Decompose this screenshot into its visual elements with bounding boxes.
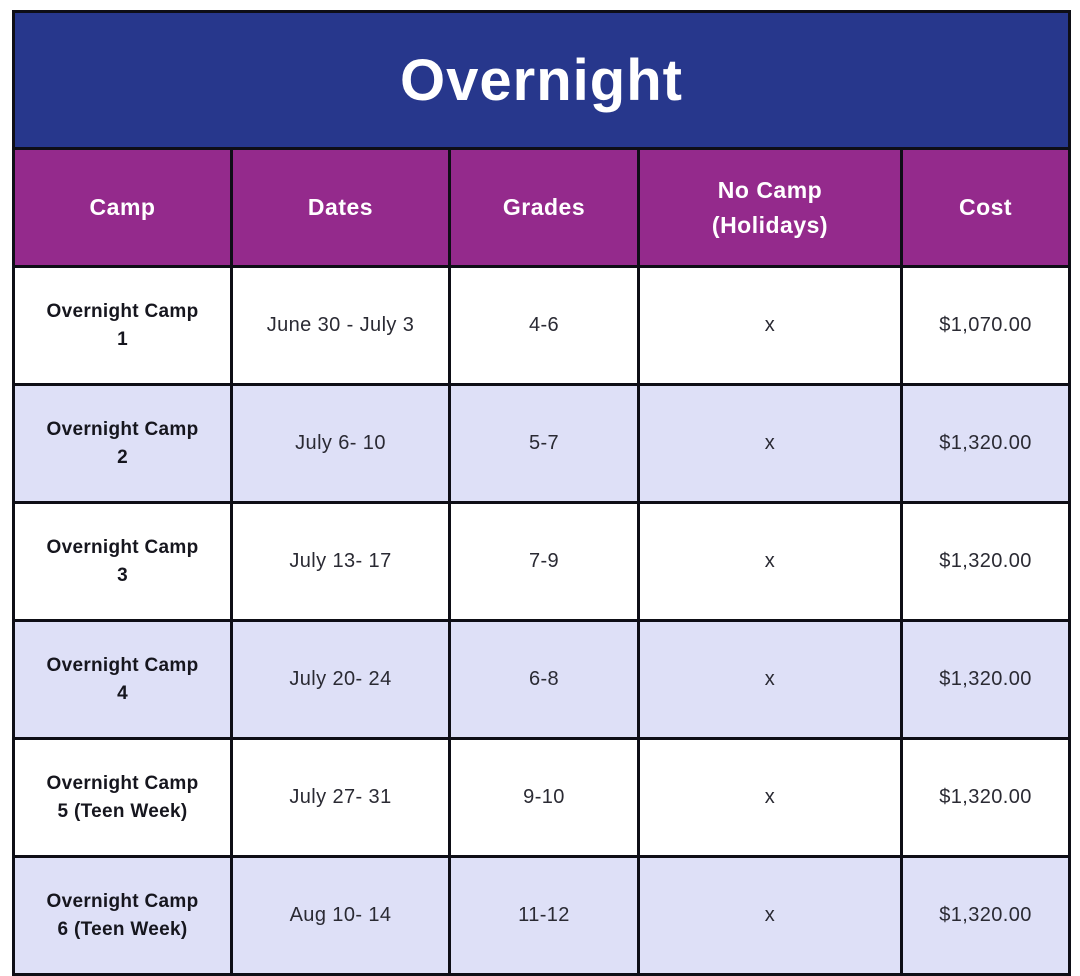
grades-cell: 11-12 (448, 855, 640, 976)
camp-name-cell: Overnight Camp 3 (12, 501, 233, 622)
no-camp-cell: x (637, 501, 903, 622)
grades-cell: 9-10 (448, 737, 640, 858)
column-header-dates: Dates (230, 147, 451, 268)
no-camp-cell: x (637, 737, 903, 858)
page-title: Overnight (11, 10, 1072, 150)
dates-cell: June 30 - July 3 (230, 265, 451, 386)
dates-cell: July 27- 31 (230, 737, 451, 858)
cost-cell: $1,320.00 (899, 383, 1072, 504)
camp-name-cell: Overnight Camp 1 (12, 265, 233, 386)
no-camp-cell: x (637, 619, 903, 740)
cost-cell: $1,070.00 (899, 265, 1072, 386)
table-row-camp-5: Overnight Camp 5 (Teen Week) July 27- 31… (12, 737, 1072, 858)
camp-name-cell: Overnight Camp 5 (Teen Week) (12, 737, 233, 858)
no-camp-cell: x (637, 855, 903, 976)
dates-cell: July 6- 10 (230, 383, 451, 504)
column-header-camp: Camp (12, 147, 233, 268)
column-header-grades: Grades (448, 147, 640, 268)
title-bar: Overnight (11, 10, 1072, 150)
dates-cell: Aug 10- 14 (230, 855, 451, 976)
column-header-cost: Cost (899, 147, 1072, 268)
no-camp-cell: x (637, 265, 903, 386)
table-row-camp-6: Overnight Camp 6 (Teen Week) Aug 10- 14 … (12, 855, 1072, 976)
cost-cell: $1,320.00 (899, 501, 1072, 622)
dates-cell: July 13- 17 (230, 501, 451, 622)
table-row-camp-3: Overnight Camp 3 July 13- 17 7-9 x $1,32… (12, 501, 1072, 622)
column-header-no-camp: No Camp (Holidays) (637, 147, 903, 268)
camp-name-cell: Overnight Camp 2 (12, 383, 233, 504)
column-header-row: Camp Dates Grades No Camp (Holidays) Cos… (12, 147, 1072, 268)
dates-cell: July 20- 24 (230, 619, 451, 740)
grades-cell: 5-7 (448, 383, 640, 504)
cost-cell: $1,320.00 (899, 619, 1072, 740)
table-row-camp-2: Overnight Camp 2 July 6- 10 5-7 x $1,320… (12, 383, 1072, 504)
table-row-camp-1: Overnight Camp 1 June 30 - July 3 4-6 x … (12, 265, 1072, 386)
overnight-camp-table: Overnight Camp Dates Grades No Camp (Hol… (11, 10, 1072, 976)
grades-cell: 4-6 (448, 265, 640, 386)
table-row-camp-4: Overnight Camp 4 July 20- 24 6-8 x $1,32… (12, 619, 1072, 740)
camp-name-cell: Overnight Camp 4 (12, 619, 233, 740)
camp-name-cell: Overnight Camp 6 (Teen Week) (12, 855, 233, 976)
overnight-schedule-sheet: Overnight Camp Dates Grades No Camp (Hol… (11, 10, 1072, 976)
grades-cell: 6-8 (448, 619, 640, 740)
grades-cell: 7-9 (448, 501, 640, 622)
cost-cell: $1,320.00 (899, 855, 1072, 976)
no-camp-cell: x (637, 383, 903, 504)
cost-cell: $1,320.00 (899, 737, 1072, 858)
